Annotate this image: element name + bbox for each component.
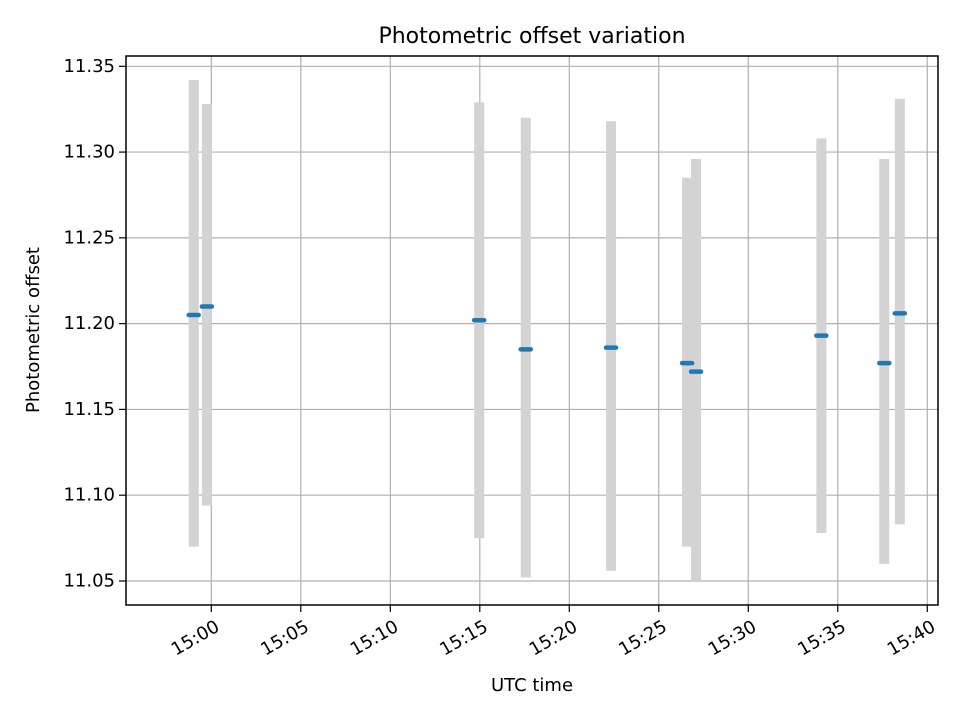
y-tick-label: 11.15 — [63, 399, 115, 420]
data-markers — [186, 304, 908, 374]
y-tick-label: 11.05 — [63, 570, 115, 591]
y-axis-title: Photometric offset — [23, 247, 44, 413]
plot-area-frame — [125, 55, 939, 606]
grid-lines — [126, 56, 938, 605]
y-tick-label: 11.35 — [63, 56, 115, 77]
y-tick-label: 11.25 — [63, 227, 115, 248]
y-tick-label: 11.30 — [63, 142, 115, 163]
chart-title: Photometric offset variation — [378, 24, 685, 49]
y-tick-label: 11.10 — [63, 485, 115, 506]
x-axis-title: UTC time — [491, 675, 573, 696]
y-tick-label: 11.20 — [63, 313, 115, 334]
